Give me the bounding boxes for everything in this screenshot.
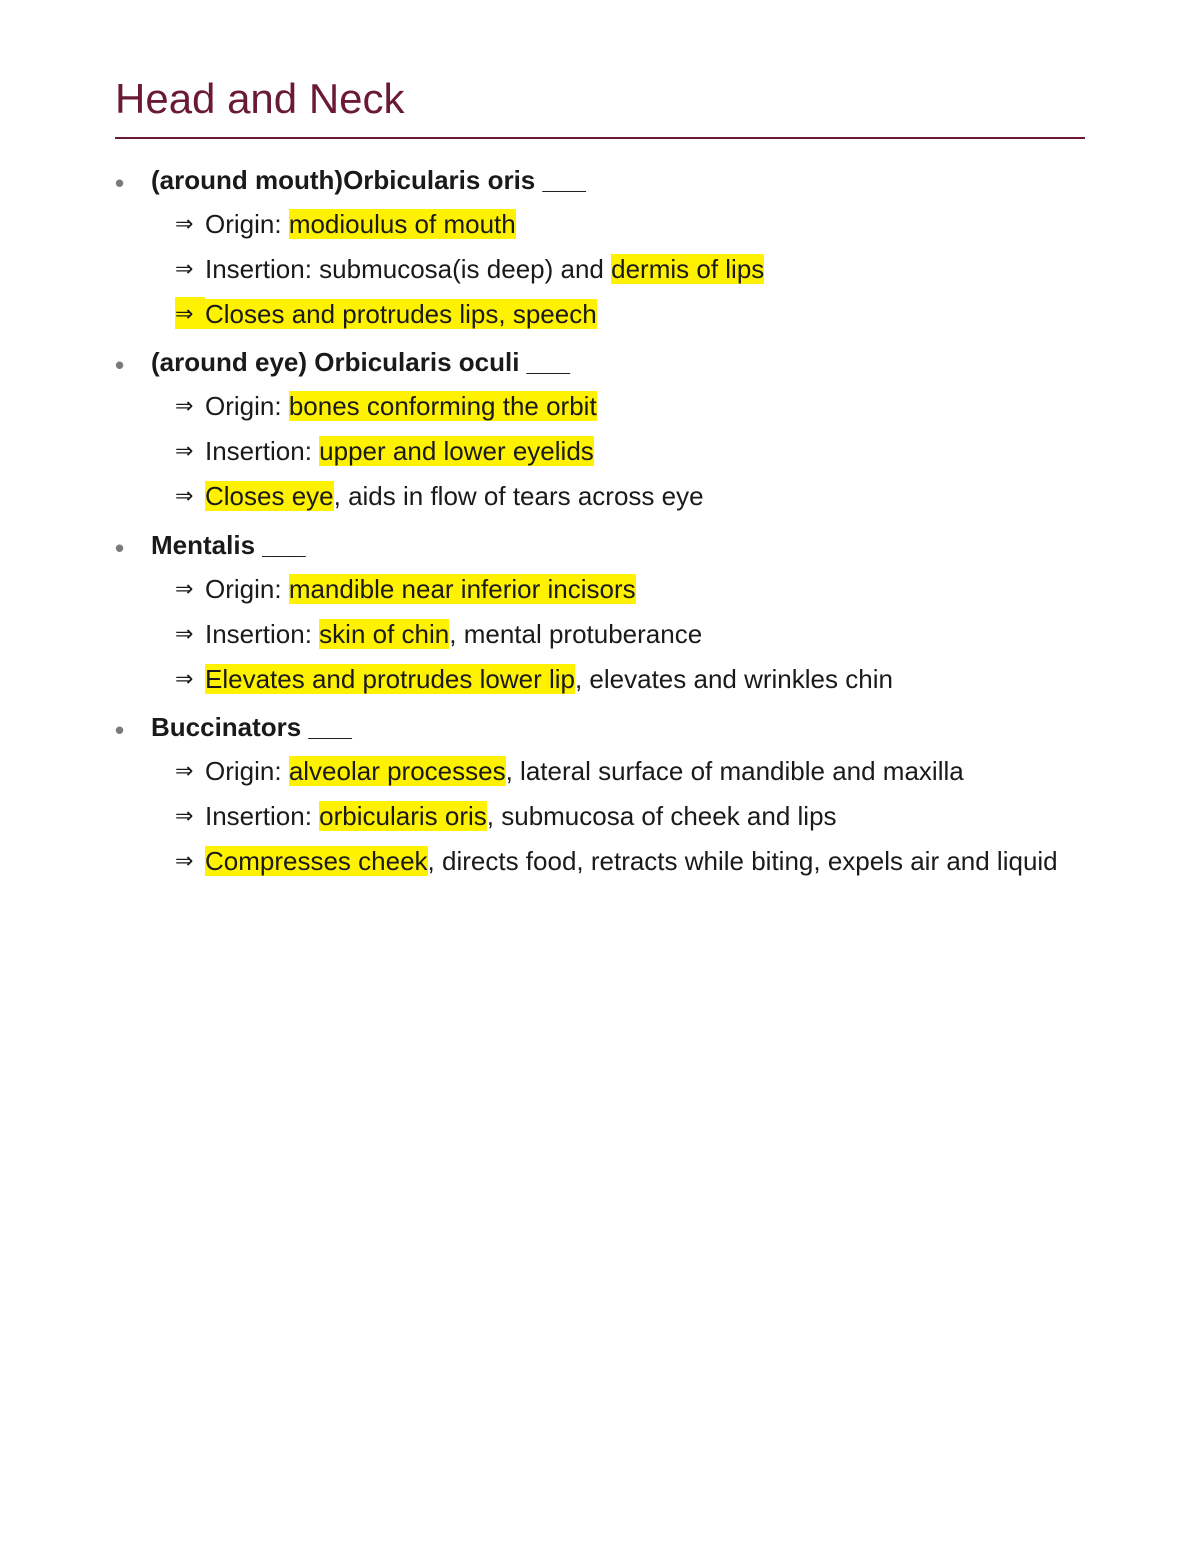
highlighted-text: Compresses cheek bbox=[205, 846, 428, 876]
muscle-detail-text: Closes and protrudes lips, speech bbox=[205, 297, 1085, 332]
muscle-detail-text: Insertion: upper and lower eyelids bbox=[205, 434, 1085, 469]
muscle-detail-text: Closes eye, aids in flow of tears across… bbox=[205, 479, 1085, 514]
highlighted-text: upper and lower eyelids bbox=[319, 436, 594, 466]
muscle-heading-row: • (around eye) Orbicularis oculi ___ bbox=[115, 341, 1085, 384]
muscle-detail-item: ⇒Origin: alveolar processes, lateral sur… bbox=[175, 749, 1085, 794]
plain-text: , submucosa of cheek and lips bbox=[487, 801, 837, 831]
muscle-heading-row: • Buccinators ___ bbox=[115, 706, 1085, 749]
muscle-detail-text: Origin: mandible near inferior incisors bbox=[205, 572, 1085, 607]
arrow-icon: ⇒ bbox=[175, 617, 205, 649]
muscle-item: • Mentalis ___⇒Origin: mandible near inf… bbox=[115, 524, 1085, 702]
plain-text: Insertion: submucosa(is deep) and bbox=[205, 254, 611, 284]
muscle-detail-item: ⇒Origin: mandible near inferior incisors bbox=[175, 567, 1085, 612]
arrow-icon: ⇒ bbox=[175, 207, 205, 239]
muscle-detail-item: ⇒Insertion: skin of chin, mental protube… bbox=[175, 612, 1085, 657]
muscle-detail-list: ⇒Origin: modioulus of mouth⇒Insertion: s… bbox=[115, 202, 1085, 337]
muscle-item: • Buccinators ___⇒Origin: alveolar proce… bbox=[115, 706, 1085, 884]
muscle-item: • (around eye) Orbicularis oculi ___⇒Ori… bbox=[115, 341, 1085, 519]
plain-text: , mental protuberance bbox=[449, 619, 702, 649]
muscle-heading-row: • (around mouth)Orbicularis oris ___ bbox=[115, 159, 1085, 202]
arrow-icon: ⇒ bbox=[175, 479, 205, 511]
highlighted-text: bones conforming the orbit bbox=[289, 391, 597, 421]
highlighted-text: dermis of lips bbox=[611, 254, 764, 284]
highlighted-text: Closes and protrudes lips, speech bbox=[205, 299, 597, 329]
arrow-icon: ⇒ bbox=[175, 297, 205, 329]
muscle-heading: (around mouth)Orbicularis oris ___ bbox=[151, 165, 586, 196]
highlighted-text: Closes eye bbox=[205, 481, 334, 511]
highlighted-text: skin of chin bbox=[319, 619, 449, 649]
muscle-detail-item: ⇒Insertion: submucosa(is deep) and dermi… bbox=[175, 247, 1085, 292]
muscle-detail-text: Elevates and protrudes lower lip, elevat… bbox=[205, 662, 1085, 697]
muscle-detail-item: ⇒Origin: bones conforming the orbit bbox=[175, 384, 1085, 429]
arrow-icon: ⇒ bbox=[175, 434, 205, 466]
page-root: Head and Neck • (around mouth)Orbiculari… bbox=[0, 0, 1200, 948]
muscle-heading: Mentalis ___ bbox=[151, 530, 306, 561]
muscle-heading: (around eye) Orbicularis oculi ___ bbox=[151, 347, 570, 378]
highlighted-text: alveolar processes bbox=[289, 756, 506, 786]
muscle-detail-text: Compresses cheek, directs food, retracts… bbox=[205, 844, 1085, 879]
arrow-icon: ⇒ bbox=[175, 572, 205, 604]
arrow-icon: ⇒ bbox=[175, 754, 205, 786]
muscle-detail-item: ⇒Insertion: upper and lower eyelids bbox=[175, 429, 1085, 474]
arrow-icon: ⇒ bbox=[175, 799, 205, 831]
plain-text: Origin: bbox=[205, 574, 289, 604]
plain-text: Insertion: bbox=[205, 436, 319, 466]
muscle-detail-item: ⇒Origin: modioulus of mouth bbox=[175, 202, 1085, 247]
muscle-detail-item: ⇒Closes and protrudes lips, speech bbox=[175, 292, 1085, 337]
plain-text: Origin: bbox=[205, 209, 289, 239]
plain-text: , elevates and wrinkles chin bbox=[575, 664, 893, 694]
muscle-detail-item: ⇒Insertion: orbicularis oris, submucosa … bbox=[175, 794, 1085, 839]
muscle-item: • (around mouth)Orbicularis oris ___⇒Ori… bbox=[115, 159, 1085, 337]
muscle-detail-item: ⇒Elevates and protrudes lower lip, eleva… bbox=[175, 657, 1085, 702]
plain-text: Insertion: bbox=[205, 801, 319, 831]
bullet-icon: • bbox=[115, 535, 151, 561]
muscle-detail-text: Origin: modioulus of mouth bbox=[205, 207, 1085, 242]
highlighted-text: modioulus of mouth bbox=[289, 209, 516, 239]
muscle-detail-list: ⇒Origin: alveolar processes, lateral sur… bbox=[115, 749, 1085, 884]
muscle-detail-item: ⇒Closes eye, aids in flow of tears acros… bbox=[175, 474, 1085, 519]
plain-text: , aids in flow of tears across eye bbox=[334, 481, 704, 511]
arrow-icon: ⇒ bbox=[175, 844, 205, 876]
muscle-detail-list: ⇒Origin: bones conforming the orbit⇒Inse… bbox=[115, 384, 1085, 519]
muscle-detail-item: ⇒Compresses cheek, directs food, retract… bbox=[175, 839, 1085, 884]
highlighted-text: Elevates and protrudes lower lip bbox=[205, 664, 575, 694]
arrow-icon: ⇒ bbox=[175, 662, 205, 694]
muscle-detail-text: Origin: bones conforming the orbit bbox=[205, 389, 1085, 424]
plain-text: Insertion: bbox=[205, 619, 319, 649]
muscle-heading: Buccinators ___ bbox=[151, 712, 352, 743]
page-title: Head and Neck bbox=[115, 75, 1085, 139]
muscle-detail-text: Insertion: orbicularis oris, submucosa o… bbox=[205, 799, 1085, 834]
plain-text: Origin: bbox=[205, 756, 289, 786]
muscle-detail-text: Insertion: skin of chin, mental protuber… bbox=[205, 617, 1085, 652]
arrow-icon: ⇒ bbox=[175, 389, 205, 421]
muscle-heading-row: • Mentalis ___ bbox=[115, 524, 1085, 567]
plain-text: , directs food, retracts while biting, e… bbox=[428, 846, 1058, 876]
highlighted-text: mandible near inferior incisors bbox=[289, 574, 636, 604]
muscle-detail-text: Insertion: submucosa(is deep) and dermis… bbox=[205, 252, 1085, 287]
bullet-icon: • bbox=[115, 170, 151, 196]
arrow-icon: ⇒ bbox=[175, 252, 205, 284]
muscle-list: • (around mouth)Orbicularis oris ___⇒Ori… bbox=[115, 159, 1085, 884]
muscle-detail-list: ⇒Origin: mandible near inferior incisors… bbox=[115, 567, 1085, 702]
highlighted-text: orbicularis oris bbox=[319, 801, 487, 831]
plain-text: , lateral surface of mandible and maxill… bbox=[506, 756, 964, 786]
muscle-detail-text: Origin: alveolar processes, lateral surf… bbox=[205, 754, 1085, 789]
bullet-icon: • bbox=[115, 717, 151, 743]
plain-text: Origin: bbox=[205, 391, 289, 421]
bullet-icon: • bbox=[115, 352, 151, 378]
